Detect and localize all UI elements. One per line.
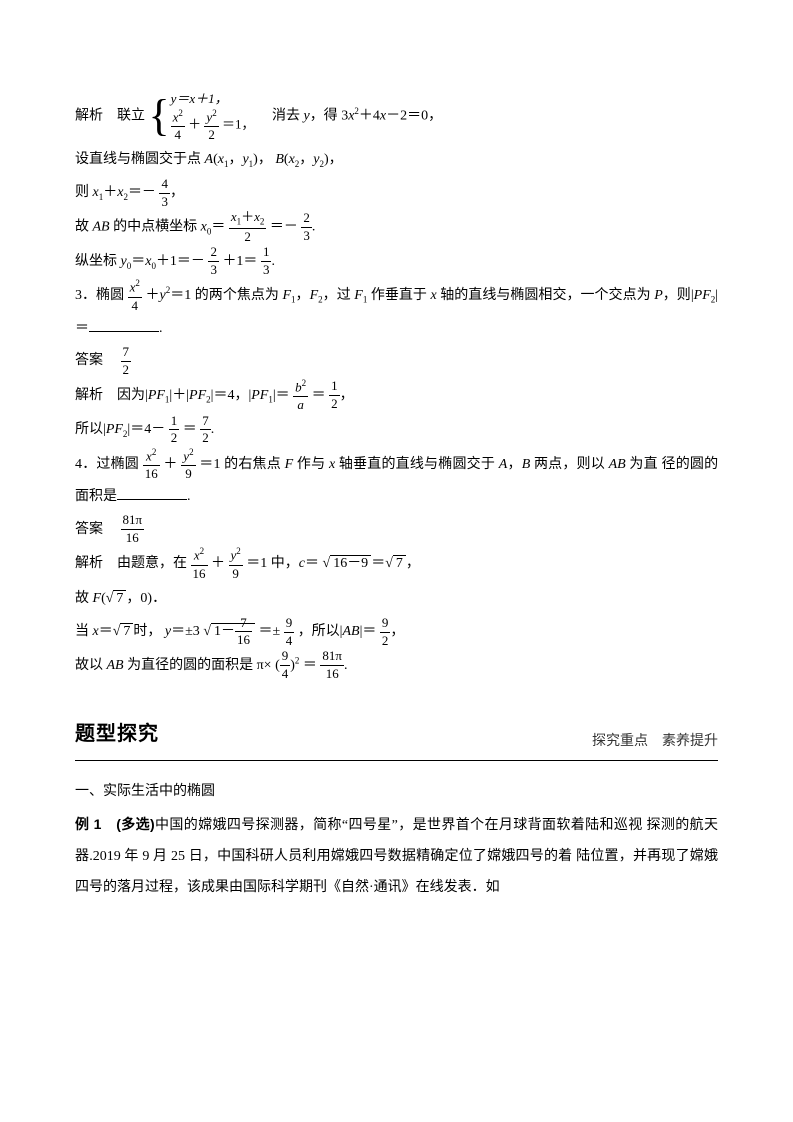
blank-3 <box>89 331 159 332</box>
heading-1: 一、实际生活中的椭圆 <box>75 775 718 809</box>
sol2-step5: 纵坐标 y0＝x0＋1＝－ 23 ＋1＝ 13. <box>75 245 718 279</box>
section-header: 题型探究 探究重点 素养提升 <box>75 710 718 761</box>
sol3-step1: 解析 因为|PF1|＋|PF2|＝4，|PF1|＝ b2a ＝ 12， <box>75 378 718 413</box>
sol2-step4: 故 AB 的中点横坐标 x0＝ x1＋x22 ＝－ 23. <box>75 210 718 245</box>
answer-4: 答案 81π16 <box>75 513 718 547</box>
sol4-step2: 故 F(√7，0)． <box>75 582 718 616</box>
sol4-step1: 解析 由题意，在 x216 ＋ y29 ＝1 中，c＝ √16－9＝√7， <box>75 546 718 581</box>
section-title: 题型探究 <box>75 710 159 758</box>
sol2-step3: 则 x1＋x2＝－ 43， <box>75 176 718 210</box>
sol3-step2: 所以|PF2|＝4－ 12 ＝ 72. <box>75 413 718 447</box>
sol4-step4: 故以 AB 为直径的圆的面积是 π× (94)2 ＝ 81π16. <box>75 649 718 683</box>
question-3: 3．椭圆 x24 ＋y2＝1 的两个焦点为 F1，F2，过 F1 作垂直于 x … <box>75 278 718 344</box>
section-subtitle: 探究重点 素养提升 <box>592 725 718 759</box>
sol2-step2: 设直线与椭圆交于点 A(x1，y1)， B(x2，y2)， <box>75 143 718 177</box>
sol4-step3: 当 x＝√7时， y＝±3 √1－716 ＝± 94 ，所以|AB|＝ 92， <box>75 615 718 649</box>
answer-3: 答案 72 <box>75 344 718 378</box>
blank-4 <box>117 499 187 500</box>
example-1: 例 1 (多选)中国的嫦娥四号探测器，简称“四号星”，是世界首个在月球背面软着陆… <box>75 809 718 903</box>
sol2-step1: 解析 联立 { y＝x＋1， x24 ＋ y22 ＝1， 消去 y，得 3x2＋… <box>75 90 718 143</box>
question-4: 4．过椭圆 x216 ＋ y29 ＝1 的右焦点 F 作与 x 轴垂直的直线与椭… <box>75 447 718 513</box>
